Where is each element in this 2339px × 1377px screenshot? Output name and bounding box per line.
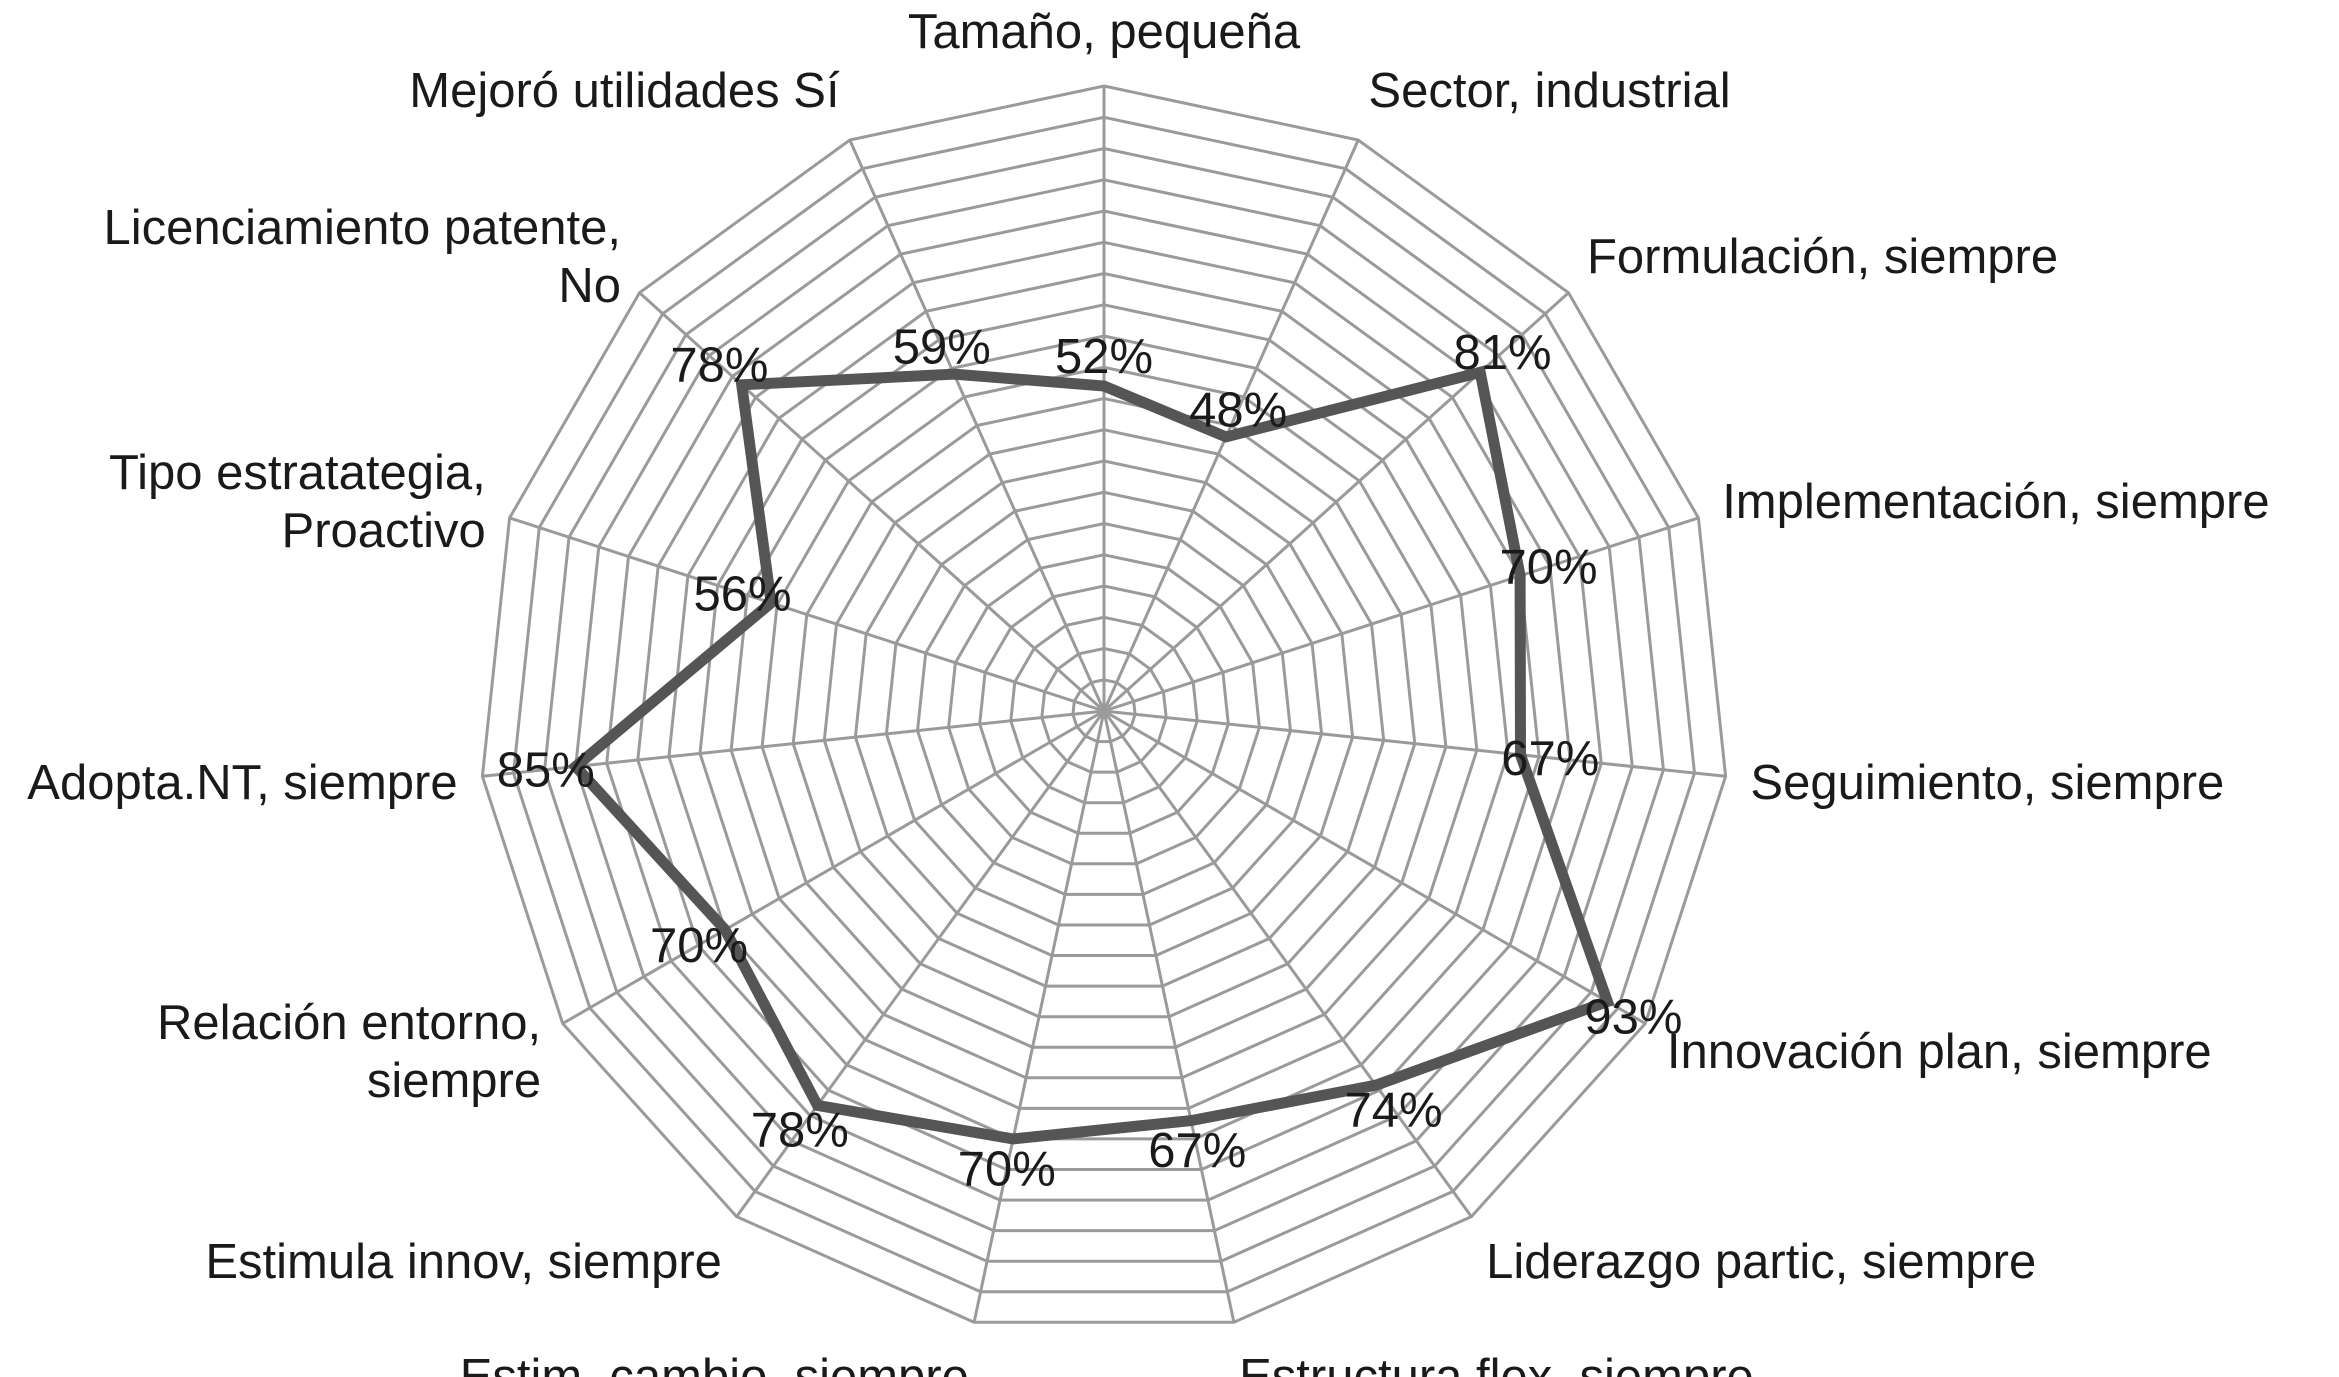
grid-spoke — [1102, 710, 1236, 1323]
value-label: 81% — [1453, 326, 1551, 380]
value-labels: 52% 48% 81% 70% 67% 93% 74% 67% 70% 78% 70% 85% 56% 7… — [497, 321, 1683, 1197]
grid-spoke — [1102, 710, 1473, 1218]
grid-ring — [511, 115, 1697, 1294]
value-label: 67% — [1148, 1124, 1246, 1178]
grid-ring — [853, 459, 1355, 957]
grid-ring — [1071, 678, 1137, 744]
value-label: 59% — [893, 321, 991, 375]
axis-label: Relación entorno, siempre — [157, 996, 541, 1108]
axis-label: Sector, industrial — [1368, 64, 1730, 118]
grid-spoke — [509, 516, 1105, 713]
grid-ring — [667, 271, 1541, 1141]
axis-label: Estim. cambio, siempre — [460, 1350, 969, 1377]
grid — [480, 84, 1728, 1324]
axis-label: Formulación, siempre — [1587, 230, 2058, 284]
grid-ring — [605, 209, 1603, 1202]
axis-label: Estructura flex, siempre — [1239, 1350, 1754, 1377]
grid-spoke — [1102, 139, 1360, 712]
value-label: 52% — [1055, 330, 1153, 384]
grid-spoke — [1103, 709, 1647, 1025]
axis-label: Tamaño, pequeña — [908, 5, 1301, 59]
grid-spoke — [848, 139, 1106, 712]
grid-spoke — [561, 709, 1105, 1025]
value-label: 93% — [1584, 991, 1682, 1045]
grid-ring — [791, 396, 1417, 1019]
series — [567, 365, 1615, 1145]
value-label: 85% — [497, 744, 595, 798]
value-label: 70% — [650, 919, 748, 973]
value-label: 74% — [1344, 1083, 1442, 1137]
grid-ring — [1009, 615, 1199, 805]
value-label: 78% — [751, 1104, 849, 1158]
grid-ring — [480, 84, 1728, 1324]
value-label: 78% — [670, 339, 768, 393]
axis-label: Mejoró utilidades Sí — [409, 64, 840, 118]
grid-spoke — [638, 291, 1106, 713]
grid-spoke — [972, 710, 1106, 1323]
value-label: 48% — [1189, 384, 1287, 438]
axis-labels: Tamaño, pequeña Sector, industrial Formula… — [27, 5, 2269, 1377]
grid-ring — [1040, 646, 1168, 774]
axis-label: Tipo estratategia, Proactivo — [109, 446, 486, 558]
value-label: 70% — [1500, 541, 1598, 595]
value-label: 70% — [958, 1142, 1056, 1196]
grid-ring — [760, 365, 1448, 1049]
grid-ring — [729, 334, 1479, 1080]
axis-label: Adopta.NT, siempre — [27, 756, 457, 810]
axis-label: Estimula innov, siempre — [205, 1235, 722, 1289]
grid-ring — [947, 553, 1261, 866]
grid-ring — [543, 146, 1665, 1263]
value-label: 67% — [1501, 732, 1599, 786]
value-label: 56% — [694, 568, 792, 622]
axis-label: Seguimiento, siempre — [1750, 756, 2224, 810]
axis-label: Innovación plan, siempre — [1667, 1025, 2212, 1079]
axis-label: Licenciamiento patente, No — [103, 201, 621, 313]
series-line — [567, 365, 1615, 1145]
grid-spoke — [482, 709, 1105, 778]
grid-spoke — [1102, 291, 1570, 713]
grid-spoke — [735, 710, 1106, 1218]
axis-label: Implementación, siempre — [1722, 475, 2269, 529]
axis-label: Liderazgo partic, siempre — [1486, 1235, 2036, 1289]
grid-ring — [574, 178, 1634, 1233]
grid-ring — [884, 490, 1324, 927]
grid-ring — [978, 584, 1230, 835]
grid-spoke — [1103, 709, 1726, 778]
grid-ring — [915, 521, 1293, 896]
grid-spoke — [1103, 516, 1699, 713]
grid-ring — [822, 428, 1386, 988]
